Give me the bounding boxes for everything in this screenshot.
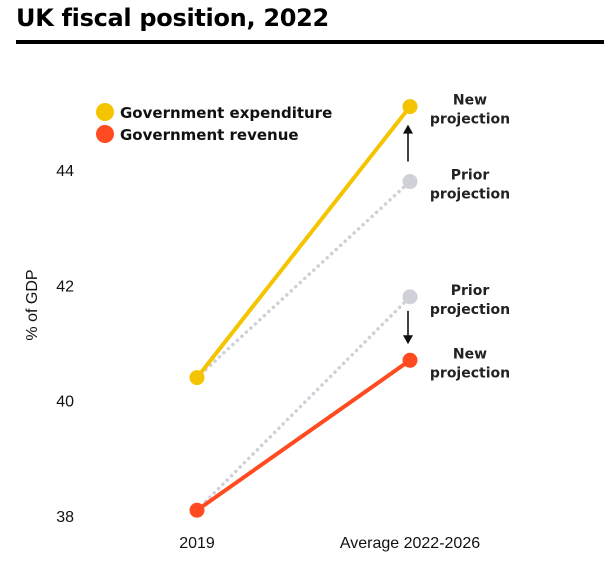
y-axis-label: % of GDP xyxy=(24,269,41,340)
x-ticks: 2019 Average 2022-2026 xyxy=(179,535,480,552)
annotation-line2: projection xyxy=(430,365,510,381)
annotation-line1: New xyxy=(453,346,487,362)
y-ticks: 38 40 42 44 xyxy=(56,163,74,526)
annotation-line1: Prior xyxy=(451,283,490,299)
series-point xyxy=(189,370,205,386)
x-tick-label: Average 2022-2026 xyxy=(340,535,480,552)
title-block: UK fiscal position, 2022 xyxy=(0,0,604,46)
x-tick-label: 2019 xyxy=(179,535,215,552)
series-line xyxy=(195,358,412,513)
prior-projection-line xyxy=(195,295,412,512)
y-tick-label: 42 xyxy=(56,278,74,295)
change-arrows xyxy=(403,124,413,345)
prior-projection-line xyxy=(195,179,412,380)
annotation-line1: Prior xyxy=(451,168,490,184)
prior-point xyxy=(402,289,418,305)
change-arrow xyxy=(403,124,413,162)
y-tick-label: 44 xyxy=(56,163,74,180)
chart-title: UK fiscal position, 2022 xyxy=(16,4,329,32)
annotation-line2: projection xyxy=(430,187,510,203)
legend-marker-expenditure xyxy=(96,103,114,121)
legend-label-expenditure: Government expenditure xyxy=(120,104,332,122)
annotation-line2: projection xyxy=(430,112,510,128)
series-point xyxy=(402,99,418,115)
legend: Government expenditure Government revenu… xyxy=(96,103,332,144)
annotation-line2: projection xyxy=(430,302,510,318)
legend-label-revenue: Government revenue xyxy=(120,126,299,144)
series-point xyxy=(402,352,418,368)
series-point xyxy=(189,502,205,518)
legend-marker-revenue xyxy=(96,125,114,143)
title-rule xyxy=(16,40,604,44)
annotations: New projection Prior projection Prior project… xyxy=(430,93,510,382)
series-points xyxy=(189,99,418,518)
y-tick-label: 40 xyxy=(56,394,74,411)
change-arrow xyxy=(403,310,413,345)
series-line xyxy=(195,104,412,380)
series-lines xyxy=(195,104,412,513)
annotation-line1: New xyxy=(453,93,487,109)
prior-point xyxy=(402,174,418,190)
y-tick-label: 38 xyxy=(56,509,74,526)
